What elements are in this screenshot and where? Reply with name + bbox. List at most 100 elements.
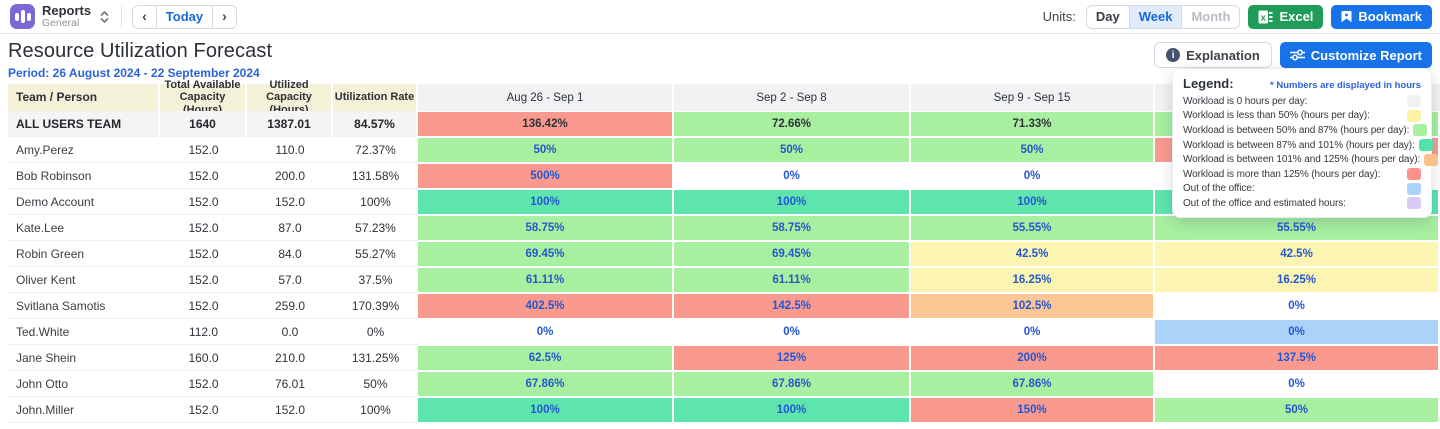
week-cell[interactable]: 150% bbox=[911, 397, 1155, 423]
row-name-cell[interactable]: ALL USERS TEAM bbox=[8, 111, 160, 137]
week-cell[interactable]: 61.11% bbox=[418, 267, 674, 293]
table-row: Kate.Lee 152.0 87.0 57.23% 58.75% 58.75% 55.55… bbox=[8, 215, 1440, 241]
week-cell[interactable]: 142.5% bbox=[674, 293, 911, 319]
row-name-cell[interactable]: Oliver Kent bbox=[8, 267, 160, 293]
date-navigation: ‹ Today › bbox=[132, 4, 237, 29]
units-day-button[interactable]: Day bbox=[1085, 4, 1130, 29]
week-cell[interactable]: 100% bbox=[911, 189, 1155, 215]
week-cell[interactable]: 42.5% bbox=[911, 241, 1155, 267]
row-name-cell[interactable]: Amy.Perez bbox=[8, 137, 160, 163]
week-cell[interactable]: 55.55% bbox=[1155, 215, 1440, 241]
week-cell[interactable]: 100% bbox=[418, 397, 674, 423]
units-week-button[interactable]: Week bbox=[1129, 4, 1183, 29]
week-cell[interactable]: 67.86% bbox=[418, 371, 674, 397]
week-cell[interactable]: 0% bbox=[1155, 371, 1440, 397]
week-cell[interactable]: 102.5% bbox=[911, 293, 1155, 319]
week-cell[interactable]: 0% bbox=[911, 319, 1155, 345]
bookmark-button[interactable]: Bookmark bbox=[1331, 4, 1432, 29]
row-name-cell[interactable]: Ted.White bbox=[8, 319, 160, 345]
row-name-cell[interactable]: John Otto bbox=[8, 371, 160, 397]
legend-color-swatch bbox=[1407, 197, 1421, 210]
reports-bar-chart-icon bbox=[10, 4, 35, 29]
row-utilization-rate-cell: 131.58% bbox=[333, 163, 418, 189]
week-cell[interactable]: 0% bbox=[1155, 319, 1440, 345]
legend-item-label: Workload is between 50% and 87% (hours p… bbox=[1183, 124, 1410, 136]
column-header-utilization-rate: Utilization Rate bbox=[333, 84, 418, 111]
week-cell: 136.42% bbox=[418, 111, 674, 137]
row-utilization-rate-cell: 84.57% bbox=[333, 111, 418, 137]
week-cell[interactable]: 50% bbox=[418, 137, 674, 163]
legend-item-label: Out of the office and estimated hours: bbox=[1183, 197, 1346, 209]
prev-period-button[interactable]: ‹ bbox=[132, 4, 157, 29]
week-cell: 71.33% bbox=[911, 111, 1155, 137]
week-cell-value: 42.5% bbox=[1155, 242, 1438, 266]
row-name-cell[interactable]: Kate.Lee bbox=[8, 215, 160, 241]
legend-item-label: Workload is between 87% and 101% (hours … bbox=[1183, 139, 1415, 151]
week-cell-value: 55.55% bbox=[911, 216, 1153, 240]
customize-report-button[interactable]: Customize Report bbox=[1279, 42, 1432, 68]
today-button[interactable]: Today bbox=[156, 4, 214, 29]
week-cell-value: 100% bbox=[674, 190, 909, 214]
week-cell[interactable]: 16.25% bbox=[911, 267, 1155, 293]
week-cell-value: 0% bbox=[536, 326, 554, 338]
row-name-cell[interactable]: Bob Robinson bbox=[8, 163, 160, 189]
week-cell[interactable]: 50% bbox=[674, 137, 911, 163]
week-cell[interactable]: 0% bbox=[1155, 293, 1440, 319]
explanation-button[interactable]: i Explanation bbox=[1154, 42, 1272, 68]
week-cell[interactable]: 42.5% bbox=[1155, 241, 1440, 267]
legend-item: Workload is between 87% and 101% (hours … bbox=[1183, 138, 1433, 153]
units-month-button[interactable]: Month bbox=[1182, 4, 1241, 29]
week-cell[interactable]: 55.55% bbox=[911, 215, 1155, 241]
week-cell-value: 0% bbox=[1288, 300, 1305, 312]
week-cell[interactable]: 50% bbox=[1155, 397, 1440, 423]
report-header: Resource Utilization Forecast Period: 26… bbox=[0, 34, 1440, 84]
row-total-capacity-cell: 152.0 bbox=[160, 241, 247, 267]
chevron-updown-icon bbox=[100, 10, 109, 24]
week-cell[interactable]: 0% bbox=[418, 319, 674, 345]
week-cell[interactable]: 58.75% bbox=[418, 215, 674, 241]
week-cell[interactable]: 500% bbox=[418, 163, 674, 189]
row-utilized-capacity-cell: 84.0 bbox=[247, 241, 333, 267]
week-cell[interactable]: 100% bbox=[418, 189, 674, 215]
week-cell[interactable]: 0% bbox=[674, 163, 911, 189]
week-cell[interactable]: 137.5% bbox=[1155, 345, 1440, 371]
row-total-capacity-cell: 152.0 bbox=[160, 215, 247, 241]
week-cell[interactable]: 100% bbox=[674, 189, 911, 215]
column-header-week-1: Aug 26 - Sep 1 bbox=[418, 84, 674, 111]
week-cell[interactable]: 0% bbox=[911, 163, 1155, 189]
next-period-button[interactable]: › bbox=[213, 4, 237, 29]
row-name-cell[interactable]: Svitlana Samotis bbox=[8, 293, 160, 319]
week-cell[interactable]: 100% bbox=[674, 397, 911, 423]
week-cell[interactable]: 67.86% bbox=[674, 371, 911, 397]
row-name-cell[interactable]: Jane Shein bbox=[8, 345, 160, 371]
row-utilization-rate-cell: 57.23% bbox=[333, 215, 418, 241]
week-cell[interactable]: 61.11% bbox=[674, 267, 911, 293]
excel-icon: x bbox=[1258, 10, 1273, 24]
week-cell[interactable]: 69.45% bbox=[418, 241, 674, 267]
legend-color-swatch bbox=[1407, 109, 1421, 122]
row-name-cell[interactable]: John.Miller bbox=[8, 397, 160, 423]
row-utilized-capacity-cell: 200.0 bbox=[247, 163, 333, 189]
week-cell[interactable]: 67.86% bbox=[911, 371, 1155, 397]
table-row: Robin Green 152.0 84.0 55.27% 69.45% 69.45% 42… bbox=[8, 241, 1440, 267]
legend-title: Legend: bbox=[1183, 76, 1234, 91]
week-cell[interactable]: 402.5% bbox=[418, 293, 674, 319]
utilization-table: Team / Person Total Available Capacity (… bbox=[8, 79, 1440, 423]
week-cell[interactable]: 200% bbox=[911, 345, 1155, 371]
legend-item: Workload is less than 50% (hours per day… bbox=[1183, 109, 1421, 124]
export-excel-button[interactable]: x Excel bbox=[1248, 4, 1324, 29]
divider bbox=[121, 5, 123, 28]
report-period: Period: 26 August 2024 - 22 September 20… bbox=[8, 66, 260, 80]
week-cell[interactable]: 0% bbox=[674, 319, 911, 345]
week-cell[interactable]: 125% bbox=[674, 345, 911, 371]
week-cell[interactable]: 62.5% bbox=[418, 345, 674, 371]
week-cell[interactable]: 69.45% bbox=[674, 241, 911, 267]
week-cell[interactable]: 16.25% bbox=[1155, 267, 1440, 293]
week-cell[interactable]: 58.75% bbox=[674, 215, 911, 241]
legend-items: Workload is 0 hours per day: Workload is … bbox=[1183, 94, 1439, 211]
week-cell[interactable]: 50% bbox=[911, 137, 1155, 163]
report-type-selector[interactable]: Reports General bbox=[8, 2, 111, 31]
row-name-cell[interactable]: Robin Green bbox=[8, 241, 160, 267]
row-name-cell[interactable]: Demo Account bbox=[8, 189, 160, 215]
